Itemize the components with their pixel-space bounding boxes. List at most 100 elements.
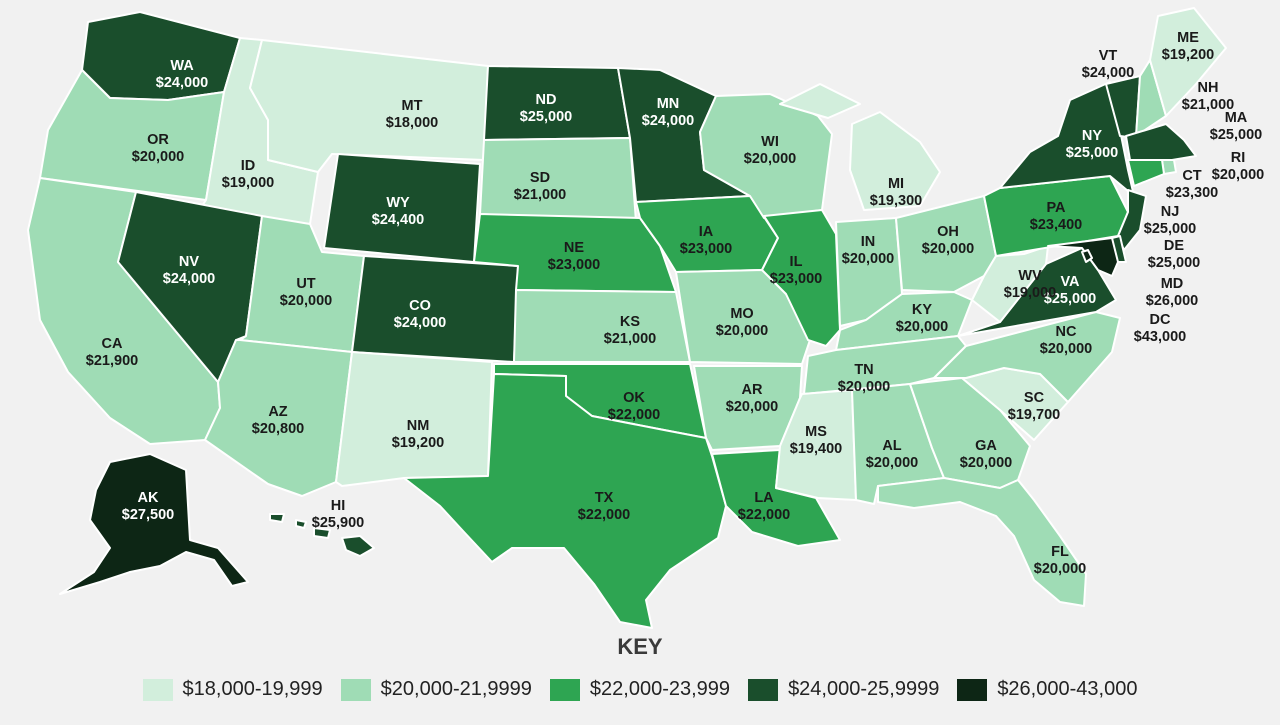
state-FL[interactable] xyxy=(877,477,1087,607)
state-abbr-AL: AL xyxy=(882,438,901,454)
state-label-IA: IA $23,000 xyxy=(680,224,732,257)
state-value-NJ: $25,000 xyxy=(1144,221,1196,237)
state-IL[interactable] xyxy=(761,209,841,347)
state-abbr-IL: IL xyxy=(790,254,803,270)
state-HI[interactable] xyxy=(269,513,375,557)
state-abbr-NY: NY xyxy=(1082,128,1102,144)
state-value-VT: $24,000 xyxy=(1082,65,1134,81)
state-value-VA: $25,000 xyxy=(1044,291,1096,307)
legend-swatch xyxy=(340,678,371,701)
state-value-WA: $24,000 xyxy=(156,75,208,91)
state-abbr-WY: WY xyxy=(386,195,410,211)
state-label-KS: KS $21,000 xyxy=(604,314,656,347)
state-label-AK: AK $27,500 xyxy=(122,490,174,523)
state-value-WI: $20,000 xyxy=(744,151,796,167)
state-label-MI: MI $19,300 xyxy=(870,176,922,209)
state-value-IL: $23,000 xyxy=(770,271,822,287)
state-label-UT: UT $20,000 xyxy=(280,276,332,309)
state-value-SC: $19,700 xyxy=(1008,407,1060,423)
state-CO[interactable] xyxy=(351,255,519,363)
state-label-ME: ME $19,200 xyxy=(1162,30,1214,63)
state-value-MA: $25,000 xyxy=(1210,127,1262,143)
state-value-RI: $20,000 xyxy=(1212,167,1264,183)
state-label-GA: GA $20,000 xyxy=(960,438,1012,471)
state-value-MS: $19,400 xyxy=(790,441,842,457)
state-label-SD: SD $21,000 xyxy=(514,170,566,203)
state-abbr-NC: NC xyxy=(1056,324,1077,340)
state-value-NC: $20,000 xyxy=(1040,341,1092,357)
state-ME[interactable] xyxy=(1149,7,1227,117)
state-value-PA: $23,400 xyxy=(1030,217,1082,233)
state-label-FL: FL $20,000 xyxy=(1034,544,1086,577)
state-label-WI: WI $20,000 xyxy=(744,134,796,167)
legend-label: $20,000-21,9999 xyxy=(380,678,532,700)
state-MT[interactable] xyxy=(249,39,489,173)
state-MI[interactable] xyxy=(779,83,941,211)
state-abbr-TX: TX xyxy=(595,490,614,506)
state-MD[interactable] xyxy=(1047,237,1119,277)
state-value-TX: $22,000 xyxy=(578,507,630,523)
state-label-MT: MT $18,000 xyxy=(386,98,438,131)
state-AK[interactable] xyxy=(59,453,249,595)
state-abbr-PA: PA xyxy=(1046,200,1066,216)
legend-swatch xyxy=(748,678,779,701)
legend-label: $26,000-43,000 xyxy=(997,678,1138,700)
state-label-MS: MS $19,400 xyxy=(790,424,842,457)
state-abbr-VA: VA xyxy=(1060,274,1080,290)
state-abbr-MD: MD xyxy=(1161,276,1184,292)
state-abbr-HI: HI xyxy=(331,498,346,514)
state-value-CT: $23,300 xyxy=(1166,185,1218,201)
state-value-UT: $20,000 xyxy=(280,293,332,309)
legend-item: $26,000-43,000 xyxy=(957,678,1137,701)
state-label-AL: AL $20,000 xyxy=(866,438,918,471)
state-label-TN: TN $20,000 xyxy=(838,362,890,395)
state-label-WA: WA $24,000 xyxy=(156,58,208,91)
state-value-GA: $20,000 xyxy=(960,455,1012,471)
state-abbr-OR: OR xyxy=(147,132,169,148)
state-label-CT: CT $23,300 xyxy=(1166,168,1218,201)
state-ND[interactable] xyxy=(483,65,631,141)
state-value-WY: $24,400 xyxy=(372,212,424,228)
state-KS[interactable] xyxy=(513,289,691,363)
state-abbr-MN: MN xyxy=(657,96,680,112)
state-abbr-SC: SC xyxy=(1024,390,1045,406)
state-NC[interactable] xyxy=(933,311,1121,403)
state-label-VT: VT $24,000 xyxy=(1082,48,1134,81)
state-label-IN: IN $20,000 xyxy=(842,234,894,267)
state-abbr-NE: NE xyxy=(564,240,584,256)
state-abbr-AR: AR xyxy=(742,382,763,398)
state-CT[interactable] xyxy=(1127,159,1165,187)
state-value-MI: $19,300 xyxy=(870,193,922,209)
state-abbr-NM: NM xyxy=(407,418,430,434)
state-value-AZ: $20,800 xyxy=(252,421,304,437)
state-abbr-SD: SD xyxy=(530,170,550,186)
state-value-CA: $21,900 xyxy=(86,353,138,369)
state-value-ID: $19,000 xyxy=(222,175,274,191)
state-abbr-NV: NV xyxy=(179,254,199,270)
state-label-NV: NV $24,000 xyxy=(163,254,215,287)
state-abbr-IN: IN xyxy=(861,234,876,250)
state-TX[interactable] xyxy=(403,373,727,629)
state-value-ME: $19,200 xyxy=(1162,47,1214,63)
state-label-RI: RI $20,000 xyxy=(1212,150,1264,183)
state-abbr-RI: RI xyxy=(1231,150,1246,166)
state-value-NV: $24,000 xyxy=(163,271,215,287)
state-label-IL: IL $23,000 xyxy=(770,254,822,287)
state-SD[interactable] xyxy=(479,137,637,223)
state-value-WV: $19,000 xyxy=(1004,285,1056,301)
state-value-OH: $20,000 xyxy=(922,241,974,257)
state-label-WY: WY $24,400 xyxy=(372,195,424,228)
state-value-LA: $22,000 xyxy=(738,507,790,523)
state-label-DC: DC $43,000 xyxy=(1134,312,1186,345)
state-abbr-KY: KY xyxy=(912,302,932,318)
state-label-SC: SC $19,700 xyxy=(1008,390,1060,423)
legend-item: $20,000-21,9999 xyxy=(340,678,532,701)
legend-label: $18,000-19,999 xyxy=(182,678,323,700)
state-abbr-MI: MI xyxy=(888,176,904,192)
state-DC[interactable] xyxy=(1081,249,1093,263)
state-label-PA: PA $23,400 xyxy=(1030,200,1082,233)
state-abbr-OH: OH xyxy=(937,224,959,240)
state-abbr-MT: MT xyxy=(402,98,423,114)
